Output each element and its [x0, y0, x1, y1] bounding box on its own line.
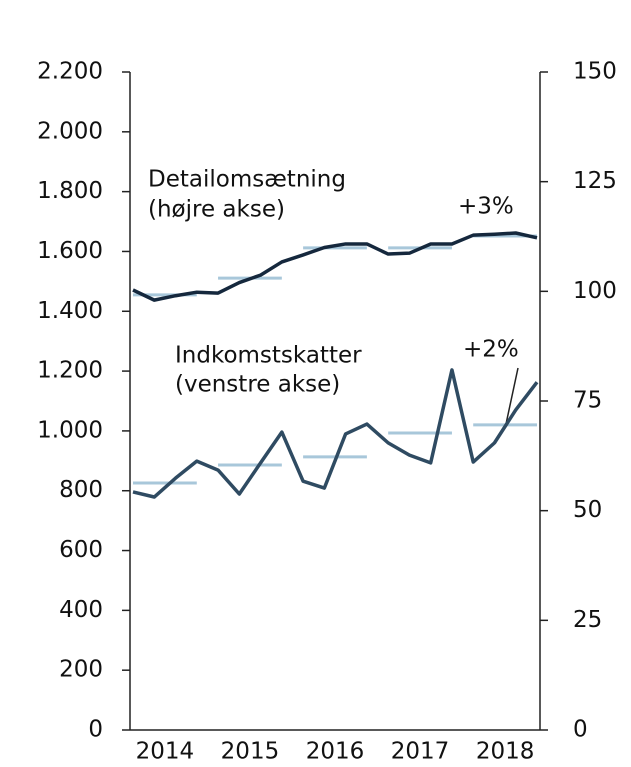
- annotation: Detailomsætning: [148, 167, 346, 193]
- y-tick-label: 1.200: [37, 358, 103, 384]
- y-tick-label: 800: [59, 477, 103, 503]
- annotation: (højre akse): [148, 197, 285, 223]
- x-tick-label: 2018: [476, 739, 535, 765]
- y-tick-label: 2.200: [37, 59, 103, 85]
- x-tick-label: 2017: [391, 739, 450, 765]
- y2-tick-label: 150: [573, 59, 617, 85]
- y2-tick-label: 100: [573, 278, 617, 304]
- y-tick-label: 400: [59, 597, 103, 623]
- y-tick-label: 200: [59, 657, 103, 683]
- x-tick-label: 2014: [136, 739, 195, 765]
- y2-tick-label: 75: [573, 388, 602, 414]
- y2-tick-label: 125: [573, 168, 617, 194]
- series-line: [132, 368, 539, 499]
- y2-tick-label: 25: [573, 607, 602, 633]
- x-tick-label: 2016: [306, 739, 365, 765]
- y-tick-label: 0: [88, 717, 103, 743]
- y-tick-label: 1.000: [37, 417, 103, 443]
- y-tick-label: 1.800: [37, 178, 103, 204]
- series-line: [132, 231, 538, 302]
- y2-tick-label: 50: [573, 497, 602, 523]
- y-tick-label: 2.000: [37, 118, 103, 144]
- y2-tick-label: 0: [573, 717, 588, 743]
- x-tick-label: 2015: [221, 739, 280, 765]
- annotation: Indkomstskatter: [175, 343, 362, 369]
- y-tick-label: 1.600: [37, 238, 103, 264]
- annotation: +2%: [463, 337, 519, 363]
- annotation: +3%: [458, 194, 514, 220]
- y-tick-label: 600: [59, 537, 103, 563]
- annotation: (venstre akse): [175, 372, 340, 398]
- y-tick-label: 1.400: [37, 298, 103, 324]
- pointer: [505, 367, 519, 425]
